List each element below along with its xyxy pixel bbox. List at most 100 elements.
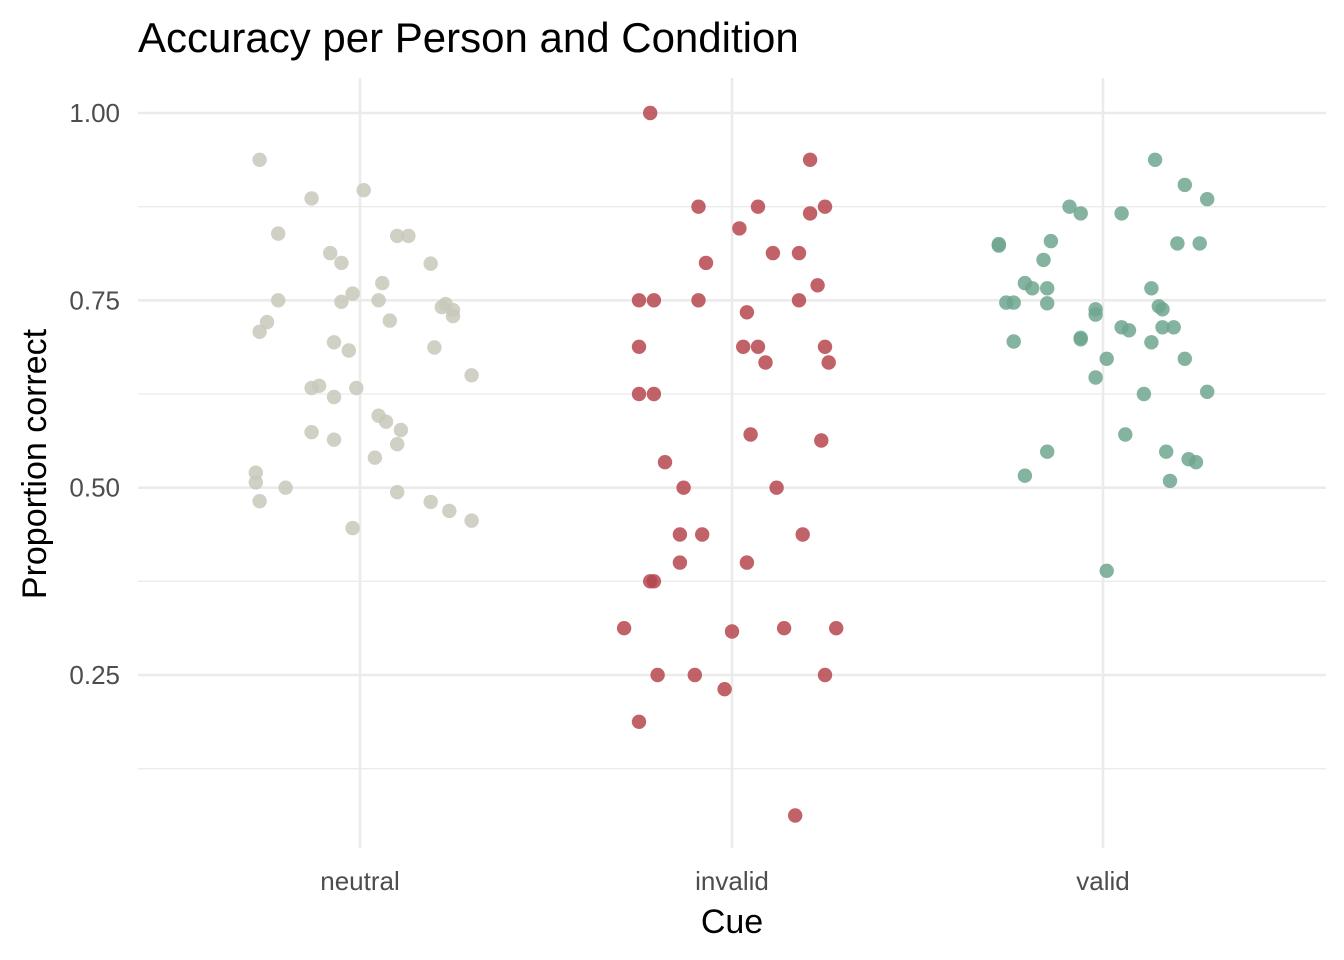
x-tick-label-invalid: invalid (695, 866, 769, 896)
data-point-neutral (390, 437, 405, 452)
data-point-valid (1088, 307, 1103, 322)
data-point-invalid (616, 621, 632, 636)
data-point-invalid (717, 682, 732, 697)
data-point-valid (1177, 177, 1193, 193)
data-point-valid (1200, 384, 1215, 399)
data-point-invalid (765, 245, 781, 261)
data-point-invalid (631, 293, 647, 308)
data-point-valid (1006, 334, 1021, 349)
y-tick-label: 0.50 (69, 473, 120, 503)
data-point-neutral (442, 503, 457, 519)
data-point-invalid (802, 152, 818, 167)
data-point-neutral (356, 183, 371, 198)
data-point-neutral (427, 340, 442, 355)
data-point-invalid (739, 555, 755, 570)
data-point-valid (1188, 455, 1204, 470)
data-point-invalid (672, 527, 688, 542)
data-point-neutral (341, 343, 356, 358)
data-point-neutral (323, 245, 338, 261)
data-point-neutral (311, 378, 327, 393)
data-point-neutral (378, 414, 394, 429)
data-point-neutral (326, 335, 342, 350)
data-point-valid (1155, 302, 1170, 317)
data-point-valid (1159, 444, 1174, 459)
y-tick-label: 0.25 (69, 660, 120, 690)
data-point-neutral (393, 422, 409, 438)
data-point-valid (1040, 281, 1055, 296)
data-point-neutral (371, 293, 386, 308)
data-point-invalid (691, 293, 706, 308)
data-point-valid (1162, 473, 1178, 489)
data-point-neutral (390, 485, 405, 500)
data-point-neutral (382, 313, 397, 328)
data-point-invalid (736, 339, 751, 354)
data-point-valid (1099, 563, 1114, 578)
data-point-invalid (646, 293, 662, 308)
data-point-valid (1144, 281, 1159, 296)
data-point-valid (1114, 206, 1129, 221)
data-point-valid (1121, 323, 1137, 338)
data-point-valid (1006, 295, 1021, 310)
data-points (248, 105, 1215, 823)
data-point-invalid (695, 527, 710, 542)
data-point-neutral (304, 191, 319, 206)
data-point-invalid (643, 105, 658, 121)
data-point-neutral (271, 226, 286, 241)
data-point-valid (1062, 199, 1077, 214)
data-point-invalid (657, 455, 673, 470)
data-point-invalid (676, 480, 691, 495)
data-point-neutral (326, 389, 342, 405)
x-tick-label-valid: valid (1076, 866, 1129, 896)
data-point-neutral (326, 432, 342, 447)
data-point-valid (1147, 152, 1163, 167)
data-point-neutral (375, 275, 390, 291)
data-point-neutral (423, 256, 438, 271)
data-point-neutral (423, 494, 438, 510)
data-point-invalid (795, 527, 810, 542)
data-point-valid (1025, 281, 1040, 296)
y-axis-title: Proportion correct (16, 328, 54, 599)
data-point-valid (1099, 351, 1114, 366)
data-point-neutral (278, 480, 293, 495)
data-point-valid (1036, 252, 1051, 268)
data-point-neutral (345, 520, 360, 536)
data-point-neutral (390, 228, 405, 244)
data-point-valid (1017, 468, 1033, 483)
data-point-invalid (732, 221, 747, 236)
data-point-invalid (646, 386, 662, 402)
data-point-valid (1043, 233, 1059, 249)
y-tick-label: 1.00 (69, 98, 120, 128)
data-point-invalid (750, 339, 766, 354)
data-point-neutral (349, 380, 364, 396)
data-point-valid (1040, 296, 1055, 311)
data-point-neutral (401, 228, 416, 244)
data-point-valid (1170, 236, 1185, 251)
data-point-invalid (829, 621, 844, 636)
data-point-invalid (814, 433, 829, 448)
data-point-valid (1118, 427, 1133, 442)
data-point-neutral (252, 324, 267, 339)
data-point-valid (1040, 444, 1055, 459)
data-point-invalid (791, 293, 807, 308)
data-point-neutral (304, 425, 319, 440)
data-point-valid (1192, 236, 1207, 251)
data-point-invalid (724, 624, 740, 639)
data-point-invalid (776, 621, 792, 636)
y-tick-label: 0.75 (69, 285, 120, 315)
data-point-valid (1073, 332, 1088, 347)
data-point-neutral (252, 494, 267, 509)
data-point-valid (1144, 335, 1159, 350)
x-tick-label-neutral: neutral (320, 866, 400, 896)
data-point-invalid (758, 355, 773, 370)
x-axis-title: Cue (701, 903, 763, 941)
chart-title: Accuracy per Person and Condition (138, 14, 799, 61)
data-point-valid (1200, 192, 1215, 207)
data-point-invalid (646, 574, 662, 589)
data-point-invalid (687, 667, 702, 683)
data-point-invalid (743, 427, 758, 442)
data-point-invalid (631, 339, 647, 354)
data-point-invalid (810, 278, 825, 293)
data-point-valid (1136, 386, 1152, 402)
data-point-valid (1166, 320, 1181, 335)
